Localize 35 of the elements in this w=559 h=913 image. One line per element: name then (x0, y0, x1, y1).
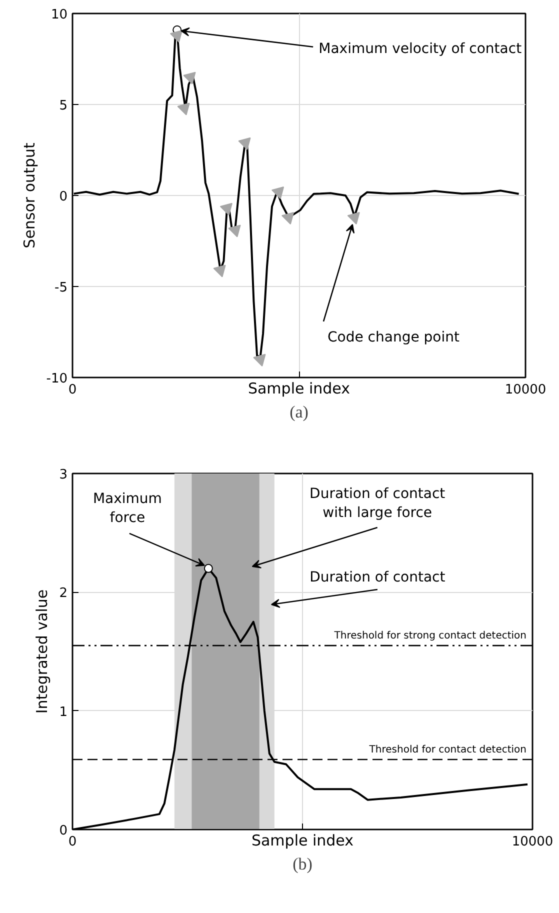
point (253, 354, 266, 366)
band-label: Duration of contact with large force (310, 486, 446, 522)
point (271, 186, 284, 200)
y-axis-title: Integrated value (33, 589, 52, 714)
point (183, 72, 196, 84)
point (281, 212, 294, 225)
point (177, 102, 190, 116)
ref-line-label: Threshold for contact detection (368, 744, 526, 756)
point (228, 224, 241, 238)
point (347, 212, 360, 225)
y-tick-label: 0 (59, 824, 68, 838)
band-label: Duration of contact (310, 570, 446, 586)
y-tick-label: -10 (46, 372, 68, 386)
annotation: Code change point (328, 329, 460, 346)
ref-line-label: Threshold for strong contact detection (333, 630, 527, 642)
x-axis-title: Sample index (248, 380, 350, 398)
x-axis-title: Sample index (251, 832, 354, 850)
x-tick-label: 10000 (504, 382, 546, 398)
annotation: Maximum force (92, 490, 162, 526)
x-tick-label: 10000 (512, 834, 554, 850)
y-tick-label: 2 (59, 586, 68, 602)
y-tick-label: 1 (59, 704, 68, 720)
y-tick-label: 5 (59, 98, 68, 114)
point (220, 202, 232, 216)
text: (a) (290, 402, 308, 422)
point (170, 30, 182, 43)
y-tick-label: -5 (54, 280, 68, 296)
text: (b) (292, 854, 312, 874)
annotation: Maximum velocity of contact (318, 40, 522, 57)
y-tick-label: 3 (59, 468, 68, 482)
y-tick-label: 10 (50, 8, 68, 22)
point (213, 264, 226, 278)
y-axis-title: Sensor output (20, 142, 38, 248)
point (238, 137, 251, 150)
y-tick-label: 0 (59, 190, 68, 204)
